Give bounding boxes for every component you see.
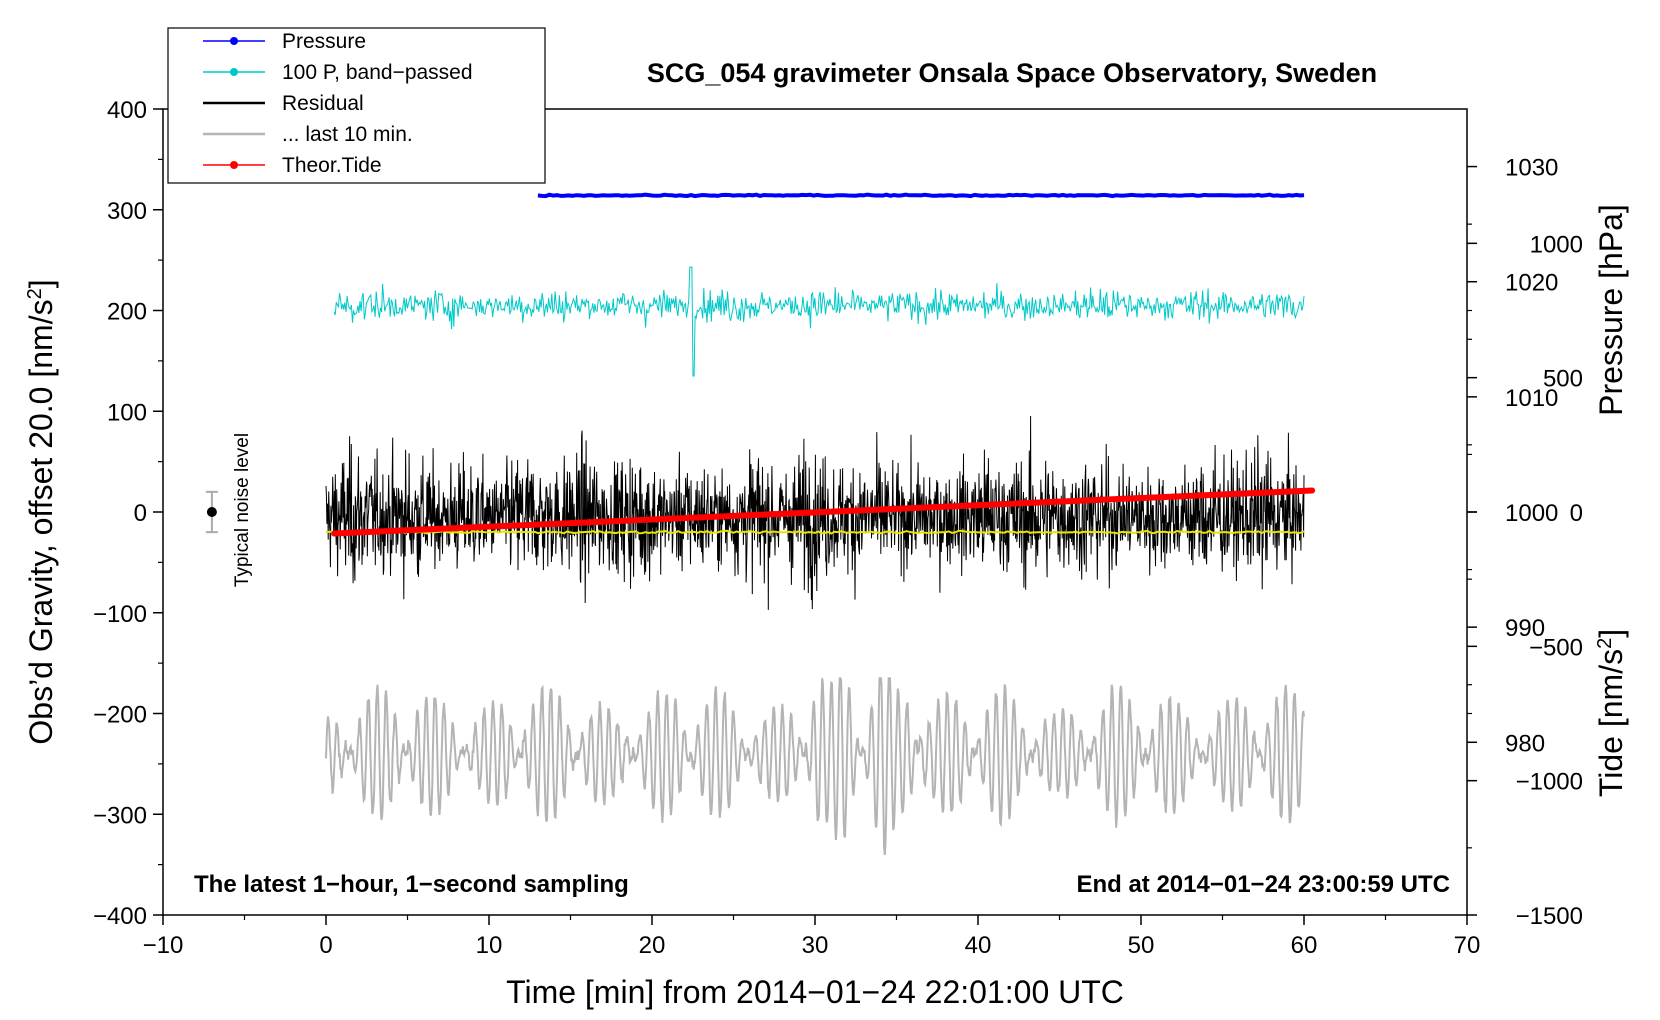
y-axis-title-pressure: Pressure [hPa] [1593, 204, 1629, 416]
legend-label: 100 P, band−passed [282, 61, 473, 84]
x-tick-label: 70 [1454, 932, 1481, 959]
legend-label: Residual [282, 92, 364, 115]
x-tick-label: 50 [1128, 932, 1155, 959]
y-tick-label: 200 [107, 299, 147, 326]
series-residual-mean [325, 529, 1305, 535]
noise-label: Typical noise level [232, 433, 253, 587]
noise-indicator: Typical noise level [205, 433, 253, 587]
y-tick-label: 400 [107, 97, 147, 124]
pressure-tick-label: 1030 [1505, 155, 1558, 182]
y-axis-title-left-sup: 2 [24, 288, 46, 299]
x-tick-label: 20 [639, 932, 666, 959]
legend-label: ... last 10 min. [282, 123, 413, 146]
y-tick-label: 0 [134, 500, 147, 527]
series-pressure [537, 192, 1305, 199]
y-axis-title-left: Obs’d Gravity, offset 20.0 [nm/s2] [23, 279, 59, 744]
pressure-tick-label: 990 [1505, 615, 1545, 642]
y-tick-label: 100 [107, 399, 147, 426]
pressure-tick-label: 1010 [1505, 385, 1558, 412]
y-axis-title-tide-text: Tide [nm/s [1593, 649, 1629, 797]
axis-ticks [153, 108, 1477, 925]
tide-tick-label: 1000 [1530, 231, 1583, 258]
noise-dot [206, 507, 217, 517]
legend-marker [230, 161, 238, 169]
legend-label: Theor.Tide [282, 154, 382, 177]
annotation-end-time: End at 2014−01−24 23:00:59 UTC [1076, 871, 1450, 898]
y-tick-label: −100 [93, 601, 147, 628]
tide-tick-label: −1000 [1516, 769, 1583, 796]
x-axis-title: Time [min] from 2014−01−24 22:01:00 UTC [506, 974, 1124, 1010]
series-residual [325, 415, 1305, 610]
x-tick-label: 30 [802, 932, 829, 959]
y-axis-title-tide-close: ] [1593, 629, 1629, 638]
x-tick-label: −10 [143, 932, 184, 959]
pressure-tick-label: 1000 [1505, 500, 1558, 527]
y-tick-label: 300 [107, 198, 147, 225]
legend-marker [230, 37, 238, 45]
series-theor-tide [331, 487, 1316, 537]
y-axis-title-tide: Tide [nm/s2] [1593, 629, 1629, 797]
legend: Pressure 100 P, band−passed Residual ... la… [167, 27, 546, 184]
chart-title: SCG_054 gravimeter Onsala Space Observat… [647, 58, 1377, 88]
tide-tick-label: −1500 [1516, 903, 1583, 930]
y-tick-label: −200 [93, 702, 147, 729]
series-layer [325, 192, 1316, 856]
x-tick-label: 0 [319, 932, 332, 959]
series-pressure-bandpassed [333, 266, 1305, 377]
y-axis-title-tide-sup: 2 [1594, 638, 1616, 649]
x-tick-label: 40 [965, 932, 992, 959]
y-axis-title-left-text: Obs’d Gravity, offset 20.0 [nm/s [23, 299, 59, 744]
pressure-tick-label: 1020 [1505, 270, 1558, 297]
annotation-sampling: The latest 1−hour, 1−second sampling [194, 871, 629, 898]
series-last-10-min [325, 677, 1305, 856]
y-tick-label: −300 [93, 802, 147, 829]
legend-label: Pressure [282, 30, 366, 53]
tide-tick-label: 0 [1570, 500, 1583, 527]
legend-box [167, 27, 546, 184]
y-tick-label: −400 [93, 903, 147, 930]
x-tick-label: 60 [1291, 932, 1318, 959]
tide-tick-label: 500 [1543, 366, 1583, 393]
legend-marker [230, 68, 238, 76]
tide-tick-label: −500 [1529, 634, 1583, 661]
x-tick-label: 10 [476, 932, 503, 959]
pressure-tick-label: 980 [1505, 730, 1545, 757]
y-axis-title-left-close: ] [23, 279, 59, 288]
